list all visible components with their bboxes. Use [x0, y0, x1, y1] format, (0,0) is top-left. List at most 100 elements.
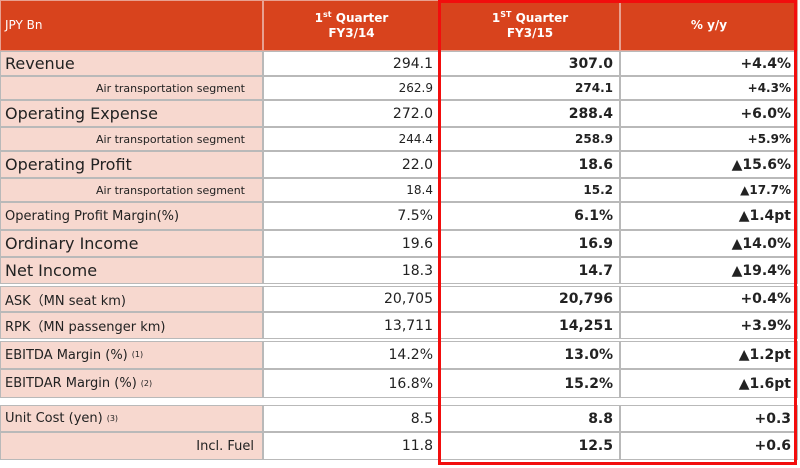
header-cell: 1st Quarter FY3/14 — [263, 0, 440, 51]
value-cell: ▲14.0% — [620, 230, 798, 257]
cell-value: 6.1% — [574, 208, 613, 224]
value-cell: ▲1.4pt — [620, 202, 798, 230]
cell-value: ▲15.6% — [731, 156, 791, 173]
cell-value: ▲19.4% — [731, 262, 791, 279]
row-label: Air transportation segment — [96, 183, 245, 197]
value-cell: 14.7 — [440, 257, 620, 284]
value-cell: 19.6 — [263, 230, 440, 257]
row-label-cell: Net Income — [0, 257, 263, 284]
row-label-cell: Air transportation segment — [0, 178, 263, 202]
row-label-cell: Ordinary Income — [0, 230, 263, 257]
cell-value: 19.6 — [401, 235, 433, 252]
value-cell: +5.9% — [620, 127, 798, 151]
cell-value: +4.4% — [740, 55, 791, 72]
cell-value: 244.4 — [398, 132, 433, 146]
header-line: 1ST Quarter — [491, 10, 569, 26]
header-num: 1 — [314, 10, 324, 25]
cell-value: 14.7 — [578, 262, 613, 279]
row-label: Operating Profit — [5, 155, 132, 174]
cell-value: 14.2% — [388, 347, 433, 363]
cell-value: 7.5% — [397, 208, 433, 224]
value-cell: +3.9% — [620, 312, 798, 339]
value-cell: 7.5% — [263, 202, 440, 230]
cell-value: ▲1.6pt — [738, 375, 791, 392]
row-label: Revenue — [5, 54, 75, 73]
cell-value: 8.5 — [410, 410, 433, 427]
cell-value: 13,711 — [384, 317, 433, 334]
header-cell: % y/y — [620, 0, 798, 51]
cell-value: ▲14.0% — [731, 235, 791, 252]
value-cell: +0.3 — [620, 405, 798, 432]
row-label-cell: Air transportation segment — [0, 127, 263, 151]
header-rest: Quarter — [511, 10, 569, 25]
value-cell: 6.1% — [440, 202, 620, 230]
value-cell: +4.3% — [620, 76, 798, 100]
cell-value: 294.1 — [392, 55, 433, 72]
value-cell: 20,796 — [440, 286, 620, 312]
header-text: 1ST Quarter FY3/15 — [491, 10, 569, 41]
value-cell: 14.2% — [263, 341, 440, 369]
row-label: ASK（MN seat km) — [5, 293, 126, 309]
cell-value: 288.4 — [568, 105, 613, 122]
value-cell: 13,711 — [263, 312, 440, 339]
value-cell: ▲17.7% — [620, 178, 798, 202]
cell-value: 18.4 — [406, 183, 433, 197]
value-cell: 262.9 — [263, 76, 440, 100]
cell-value: ▲1.4pt — [738, 208, 791, 224]
cell-value: 307.0 — [568, 55, 613, 72]
cell-value: +6.0% — [740, 105, 791, 122]
row-label-cell: Unit Cost (yen) (3) — [0, 405, 263, 432]
row-label-cell: Air transportation segment — [0, 76, 263, 100]
header-cell: JPY Bn — [0, 0, 263, 51]
value-cell: 307.0 — [440, 51, 620, 76]
header-num: 1 — [491, 10, 501, 25]
cell-value: 11.8 — [401, 438, 433, 454]
row-label: Operating Expense — [5, 104, 158, 123]
value-cell: 16.8% — [263, 369, 440, 398]
header-line: FY3/14 — [328, 25, 375, 40]
cell-value: +3.9% — [740, 317, 791, 334]
row-label: EBITDA Margin (%) — [5, 347, 128, 363]
value-cell: 18.6 — [440, 151, 620, 178]
value-cell: 14,251 — [440, 312, 620, 339]
value-cell: +0.4% — [620, 286, 798, 312]
value-cell: +0.6 — [620, 432, 798, 460]
cell-value: 20,705 — [384, 291, 433, 307]
cell-value: 18.3 — [401, 262, 433, 279]
header-sup: st — [323, 9, 332, 19]
row-label: Incl. Fuel — [196, 438, 254, 454]
header-rest: Quarter — [331, 10, 389, 25]
value-cell: 244.4 — [263, 127, 440, 151]
cell-value: 258.9 — [575, 132, 613, 146]
row-label-cell: Incl. Fuel — [0, 432, 263, 460]
value-cell: 20,705 — [263, 286, 440, 312]
header-line: 1st Quarter — [314, 9, 389, 26]
value-cell: ▲1.2pt — [620, 341, 798, 369]
cell-value: 14,251 — [558, 317, 613, 334]
row-label: Net Income — [5, 261, 98, 280]
cell-value: 8.8 — [588, 410, 613, 427]
row-label-cell: Operating Profit Margin(%) — [0, 202, 263, 230]
row-label-cell: Operating Expense — [0, 100, 263, 127]
cell-value: 262.9 — [398, 81, 433, 95]
cell-value: +0.6 — [754, 438, 791, 454]
cell-value: ▲17.7% — [740, 183, 791, 197]
cell-value: 16.8% — [388, 375, 433, 392]
row-label: Air transportation segment — [96, 132, 245, 146]
value-cell: 294.1 — [263, 51, 440, 76]
value-cell: 258.9 — [440, 127, 620, 151]
row-label-cell: ASK（MN seat km) — [0, 286, 263, 312]
row-label: EBITDAR Margin (%) — [5, 376, 137, 391]
value-cell: 8.8 — [440, 405, 620, 432]
value-cell: 16.9 — [440, 230, 620, 257]
value-cell: 15.2% — [440, 369, 620, 398]
cell-value: 274.1 — [575, 81, 613, 95]
row-label: Operating Profit Margin(%) — [5, 208, 180, 224]
value-cell: 15.2 — [440, 178, 620, 202]
value-cell: 12.5 — [440, 432, 620, 460]
row-label: Unit Cost (yen) — [5, 411, 103, 426]
row-label: Air transportation segment — [96, 81, 245, 95]
cell-value: 272.0 — [392, 105, 433, 122]
value-cell: +6.0% — [620, 100, 798, 127]
